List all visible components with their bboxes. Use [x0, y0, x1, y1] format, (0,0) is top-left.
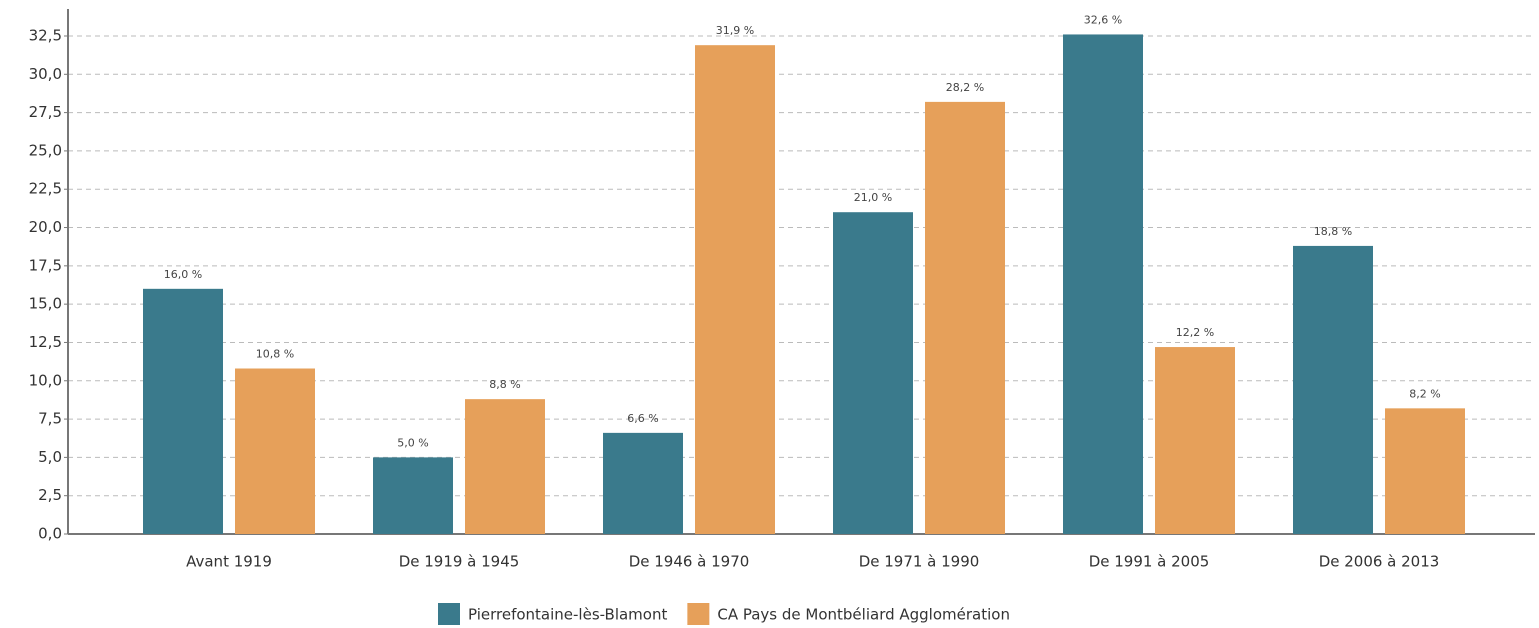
legend-swatch: [687, 603, 710, 625]
bar: [695, 45, 775, 534]
y-tick-label: 0,0: [38, 525, 62, 543]
bar: [833, 212, 913, 535]
legend-swatch: [438, 603, 460, 625]
value-label: 12,2 %: [1176, 326, 1214, 339]
y-tick-label: 2,5: [38, 486, 62, 504]
x-tick-label: De 1946 à 1970: [629, 553, 750, 571]
y-tick-label: 30,0: [29, 65, 62, 83]
y-tick-label: 22,5: [29, 180, 62, 198]
bar: [603, 432, 683, 534]
y-tick-label: 5,0: [38, 448, 62, 466]
y-tick-label: 20,0: [29, 218, 62, 236]
value-label: 8,2 %: [1409, 387, 1440, 400]
x-tick-label: De 1971 à 1990: [859, 553, 980, 571]
bar: [1155, 347, 1235, 534]
bar: [1293, 245, 1373, 534]
value-label: 21,0 %: [854, 191, 892, 204]
y-tick-label: 15,0: [29, 295, 62, 313]
legend-label: CA Pays de Montbéliard Agglomération: [717, 606, 1010, 624]
x-tick-label: De 2006 à 2013: [1319, 553, 1440, 571]
value-label: 6,6 %: [627, 412, 658, 425]
y-tick-label: 32,5: [29, 26, 62, 44]
x-tick-label: De 1991 à 2005: [1089, 553, 1210, 571]
y-tick-label: 17,5: [29, 256, 62, 274]
value-label: 16,0 %: [164, 268, 202, 281]
bar: [143, 288, 223, 534]
value-label: 28,2 %: [946, 81, 984, 94]
value-label: 18,8 %: [1314, 225, 1352, 238]
bar: [1385, 408, 1465, 534]
y-tick-label: 7,5: [38, 410, 62, 428]
value-label: 8,8 %: [489, 378, 520, 391]
value-label: 31,9 %: [716, 24, 754, 37]
y-tick-label: 27,5: [29, 103, 62, 121]
bar: [925, 101, 1005, 535]
y-tick-label: 25,0: [29, 141, 62, 159]
y-tick-label: 12,5: [29, 333, 62, 351]
bar: [1063, 34, 1143, 534]
bar: [465, 399, 545, 534]
x-tick-label: Avant 1919: [186, 553, 272, 571]
value-label: 10,8 %: [256, 348, 294, 361]
value-label: 32,6 %: [1084, 13, 1122, 26]
y-tick-label: 10,0: [29, 371, 62, 389]
bar: [235, 368, 315, 534]
legend-label: Pierrefontaine-lès-Blamont: [468, 606, 667, 624]
value-label: 5,0 %: [397, 436, 428, 449]
bar: [373, 457, 453, 534]
x-tick-label: De 1919 à 1945: [399, 553, 520, 571]
